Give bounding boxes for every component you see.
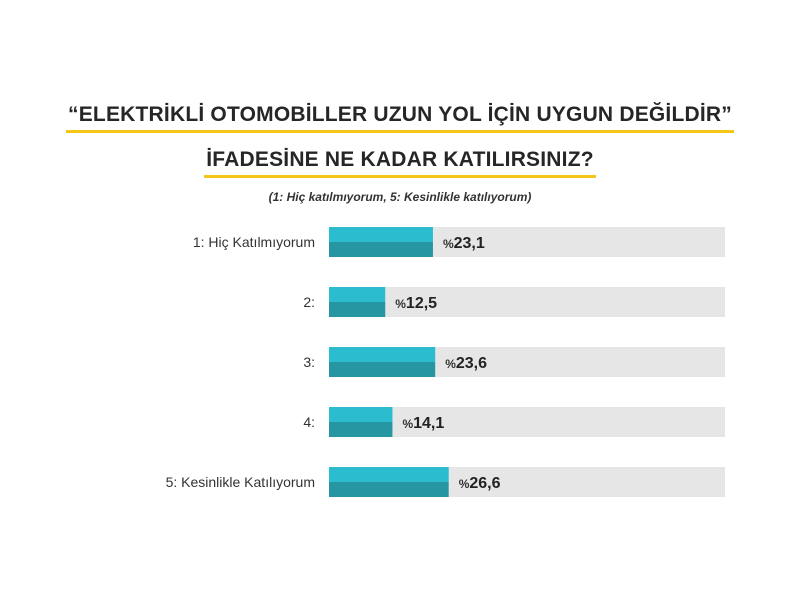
data-label-value: 23,6 xyxy=(456,355,487,372)
bar xyxy=(329,302,386,317)
data-label-value: 12,5 xyxy=(406,295,437,312)
bar xyxy=(329,362,436,377)
data-label: %12,5 xyxy=(395,295,437,312)
chart-title-line-2-text: İFADESİNE NE KADAR KATILIRSINIZ? xyxy=(204,147,596,178)
data-label-prefix: % xyxy=(402,417,413,431)
chart-title-line-2: İFADESİNE NE KADAR KATILIRSINIZ? xyxy=(0,147,800,178)
data-label-value: 23,1 xyxy=(454,235,485,252)
category-label: 2: xyxy=(303,294,315,310)
chart-title-line-1-text: “ELEKTRİKLİ OTOMOBİLLER UZUN YOL İÇİN UY… xyxy=(66,102,734,133)
bar-top-segment xyxy=(329,407,393,422)
data-label-value: 14,1 xyxy=(413,415,444,432)
chart-subtitle: (1: Hiç katılmıyorum, 5: Kesinlikle katı… xyxy=(268,190,532,204)
data-label: %23,1 xyxy=(443,235,485,252)
data-label-prefix: % xyxy=(443,237,454,251)
bar-track xyxy=(329,287,725,317)
bar xyxy=(329,422,393,437)
data-label-value: 26,6 xyxy=(469,475,500,492)
data-label: %14,1 xyxy=(402,415,444,432)
bar-top-segment xyxy=(329,227,433,242)
data-label-prefix: % xyxy=(459,477,470,491)
data-label-prefix: % xyxy=(445,357,456,371)
category-label: 3: xyxy=(303,354,315,370)
bar-top-segment xyxy=(329,347,436,362)
category-label: 1: Hiç Katılmıyorum xyxy=(193,234,315,250)
bar xyxy=(329,482,449,497)
data-label-prefix: % xyxy=(395,297,406,311)
data-label: %23,6 xyxy=(445,355,487,372)
category-label: 5: Kesinlikle Katılıyorum xyxy=(166,474,315,490)
data-label: %26,6 xyxy=(459,475,501,492)
category-label: 4: xyxy=(303,414,315,430)
bar xyxy=(329,242,433,257)
bar-top-segment xyxy=(329,287,386,302)
bar-track xyxy=(329,407,725,437)
chart-title-line-1: “ELEKTRİKLİ OTOMOBİLLER UZUN YOL İÇİN UY… xyxy=(0,102,800,133)
bar-top-segment xyxy=(329,467,449,482)
